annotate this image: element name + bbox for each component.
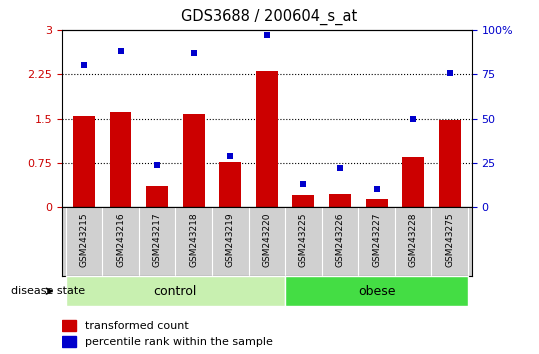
- Text: GDS3688 / 200604_s_at: GDS3688 / 200604_s_at: [182, 9, 357, 25]
- Text: GSM243275: GSM243275: [445, 213, 454, 267]
- Bar: [219, 162, 241, 207]
- Bar: [183, 114, 205, 207]
- Bar: [402, 157, 424, 207]
- Text: obese: obese: [358, 285, 395, 298]
- Text: disease state: disease state: [11, 286, 85, 296]
- Bar: [439, 120, 461, 207]
- Point: [409, 116, 417, 121]
- Bar: [73, 116, 95, 207]
- Text: control: control: [154, 285, 197, 298]
- Bar: [62, 320, 77, 331]
- Bar: [293, 195, 314, 207]
- Point: [116, 48, 125, 54]
- Point: [153, 162, 161, 167]
- Bar: [256, 72, 278, 207]
- Point: [445, 70, 454, 75]
- Text: GSM243220: GSM243220: [262, 213, 271, 267]
- Text: GSM243227: GSM243227: [372, 213, 381, 267]
- Point: [226, 153, 234, 159]
- Text: GSM243225: GSM243225: [299, 213, 308, 267]
- Text: GSM243217: GSM243217: [153, 213, 162, 267]
- Text: GSM243218: GSM243218: [189, 213, 198, 267]
- Bar: [66, 276, 285, 306]
- Text: percentile rank within the sample: percentile rank within the sample: [85, 337, 272, 347]
- Bar: [329, 194, 351, 207]
- Text: GSM243219: GSM243219: [226, 213, 234, 267]
- Bar: [365, 199, 388, 207]
- Text: GSM243228: GSM243228: [409, 213, 418, 267]
- Text: GSM243226: GSM243226: [335, 213, 344, 267]
- Bar: [285, 276, 468, 306]
- Text: transformed count: transformed count: [85, 321, 188, 331]
- Point: [262, 33, 271, 38]
- Text: GSM243216: GSM243216: [116, 213, 125, 267]
- Bar: [62, 336, 77, 347]
- Text: GSM243215: GSM243215: [79, 213, 88, 267]
- Point: [189, 50, 198, 56]
- Point: [80, 63, 88, 68]
- Bar: [109, 112, 132, 207]
- Point: [336, 165, 344, 171]
- Point: [299, 181, 308, 187]
- Point: [372, 187, 381, 192]
- Bar: [146, 187, 168, 207]
